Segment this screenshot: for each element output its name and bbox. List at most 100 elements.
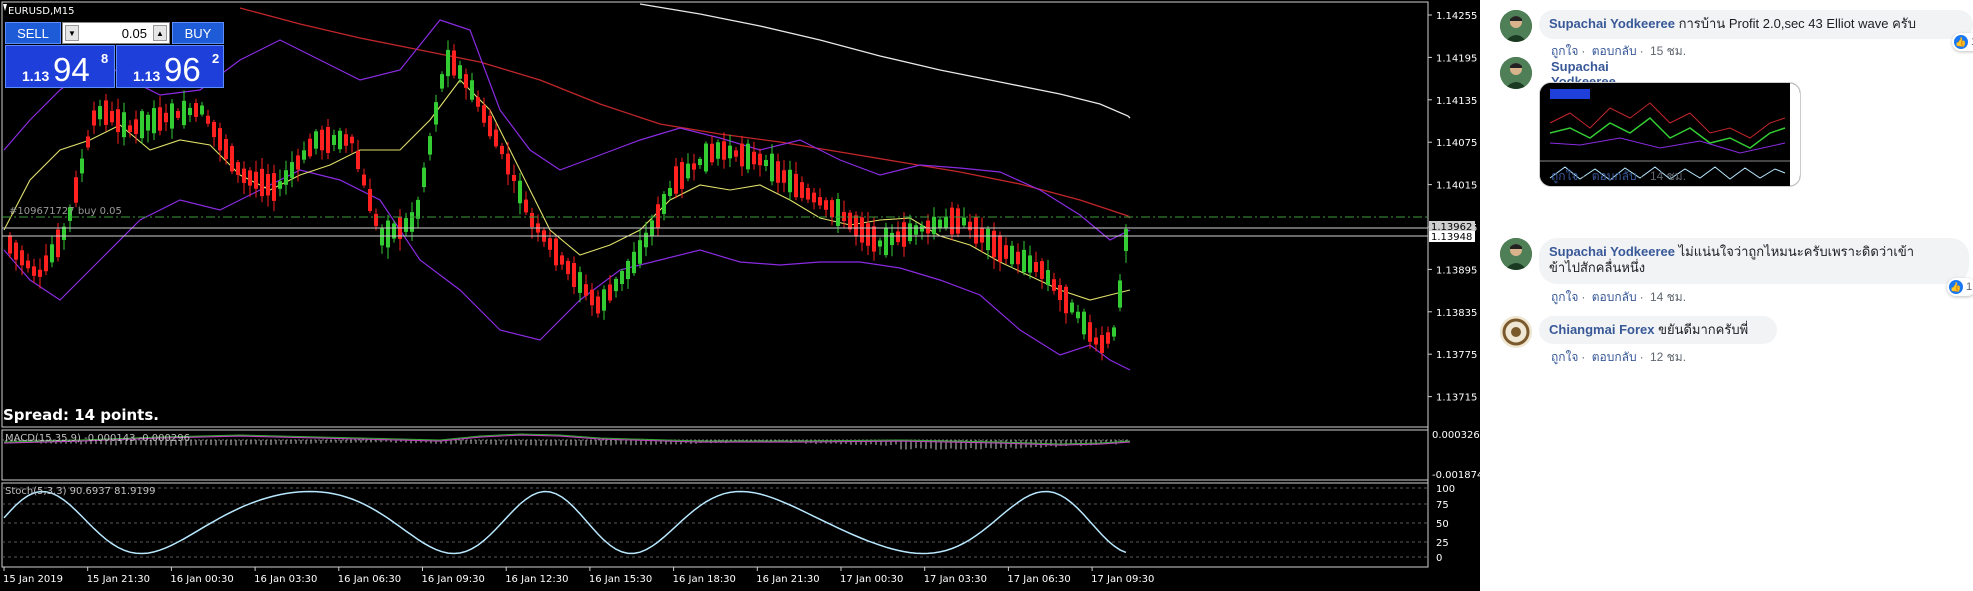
candle-body[interactable] — [626, 260, 630, 280]
candle-body[interactable] — [182, 100, 186, 126]
candle-body[interactable] — [1046, 270, 1050, 285]
candle-body[interactable] — [548, 238, 552, 250]
candle-body[interactable] — [218, 128, 222, 151]
candle-body[interactable] — [986, 228, 990, 251]
candle-body[interactable] — [374, 213, 378, 227]
candle-body[interactable] — [380, 228, 384, 246]
candle-body[interactable] — [206, 115, 210, 124]
candle-body[interactable] — [668, 188, 672, 196]
candle-body[interactable] — [68, 207, 72, 221]
candle-body[interactable] — [884, 227, 888, 256]
candle-body[interactable] — [980, 227, 984, 243]
candle-body[interactable] — [728, 145, 732, 159]
candle-body[interactable] — [704, 143, 708, 172]
candle-body[interactable] — [176, 111, 180, 118]
candle-body[interactable] — [944, 216, 948, 229]
candle-body[interactable] — [338, 130, 342, 150]
candle-body[interactable] — [752, 151, 756, 165]
candle-body[interactable] — [446, 49, 450, 77]
candle-body[interactable] — [554, 238, 558, 266]
candle-body[interactable] — [914, 225, 918, 235]
candle-body[interactable] — [1076, 311, 1080, 319]
candle-body[interactable] — [8, 235, 12, 254]
candle-body[interactable] — [1028, 255, 1032, 273]
comment-author[interactable]: Chiangmai Forex — [1549, 322, 1655, 337]
candle-body[interactable] — [818, 197, 822, 206]
comment-author[interactable]: Supachai Yodkeeree — [1549, 16, 1675, 31]
candle-body[interactable] — [926, 220, 930, 234]
like-link[interactable]: ถูกใจ — [1551, 350, 1579, 364]
candle-body[interactable] — [1022, 249, 1026, 273]
candle-body[interactable] — [296, 155, 300, 170]
candle-body[interactable] — [824, 200, 828, 210]
candle-body[interactable] — [50, 244, 54, 263]
candle-body[interactable] — [890, 232, 894, 246]
comment-time[interactable]: 15 ชม. — [1649, 44, 1687, 58]
candle-body[interactable] — [302, 150, 306, 160]
candle-body[interactable] — [494, 129, 498, 147]
candle-body[interactable] — [794, 173, 798, 198]
candle-body[interactable] — [272, 173, 276, 201]
candle-body[interactable] — [1124, 229, 1128, 251]
candle-body[interactable] — [878, 240, 882, 247]
candle-body[interactable] — [962, 217, 966, 226]
sell-button[interactable]: SELL — [5, 22, 61, 44]
candle-body[interactable] — [20, 250, 24, 266]
buy-price-button[interactable]: 1.13 96 2 — [116, 45, 224, 88]
candle-body[interactable] — [812, 192, 816, 203]
candle-body[interactable] — [98, 106, 102, 120]
buy-button[interactable]: BUY — [172, 22, 224, 44]
candle-body[interactable] — [26, 260, 30, 269]
candle-body[interactable] — [608, 284, 612, 301]
candle-body[interactable] — [710, 143, 714, 163]
candle-body[interactable] — [902, 222, 906, 247]
candle-body[interactable] — [1040, 261, 1044, 279]
candle-body[interactable] — [572, 263, 576, 287]
candle-body[interactable] — [938, 219, 942, 229]
candle-body[interactable] — [326, 127, 330, 153]
candle-body[interactable] — [1016, 251, 1020, 265]
chart-screenshot-attachment[interactable] — [1539, 82, 1801, 187]
avatar[interactable] — [1500, 316, 1532, 348]
like-link[interactable]: ถูกใจ — [1551, 44, 1579, 58]
candle-body[interactable] — [770, 153, 774, 182]
candle-body[interactable] — [830, 200, 834, 218]
candle-body[interactable] — [908, 223, 912, 242]
candle-body[interactable] — [566, 260, 570, 275]
candle-body[interactable] — [386, 220, 390, 248]
candle-body[interactable] — [764, 159, 768, 167]
candle-body[interactable] — [284, 170, 288, 185]
candle-body[interactable] — [434, 102, 438, 125]
trading-chart[interactable]: 1.142551.141951.141351.140751.140151.139… — [0, 0, 1480, 591]
lot-size-value[interactable]: 0.05 — [121, 26, 147, 41]
candle-body[interactable] — [452, 50, 456, 76]
candle-body[interactable] — [602, 289, 606, 311]
candle-body[interactable] — [788, 169, 792, 193]
candle-body[interactable] — [950, 207, 954, 235]
candle-body[interactable] — [518, 180, 522, 204]
candle-body[interactable] — [458, 65, 462, 79]
candle-body[interactable] — [584, 284, 588, 296]
candle-body[interactable] — [524, 199, 528, 213]
candle-body[interactable] — [86, 136, 90, 148]
candle-body[interactable] — [428, 136, 432, 155]
reply-link[interactable]: ตอบกลับ — [1591, 169, 1637, 183]
lot-decrease-icon[interactable]: ▼ — [65, 25, 79, 41]
candle-body[interactable] — [1106, 332, 1110, 344]
reaction-badge[interactable]: 👍 1 — [1947, 278, 1973, 296]
candle-body[interactable] — [1004, 245, 1008, 259]
candle-body[interactable] — [1070, 302, 1074, 313]
candle-body[interactable] — [512, 174, 516, 182]
candle-body[interactable] — [1094, 337, 1098, 345]
candle-body[interactable] — [248, 170, 252, 186]
candle-body[interactable] — [746, 143, 750, 170]
candle-body[interactable] — [422, 167, 426, 188]
candle-body[interactable] — [686, 163, 690, 179]
candle-body[interactable] — [200, 105, 204, 115]
candle-body[interactable] — [164, 112, 168, 123]
candle-body[interactable] — [290, 162, 294, 178]
candle-body[interactable] — [170, 103, 174, 129]
candle-body[interactable] — [860, 217, 864, 243]
candle-body[interactable] — [872, 226, 876, 252]
reaction-badge[interactable]: 👍 1 — [1952, 33, 1973, 51]
